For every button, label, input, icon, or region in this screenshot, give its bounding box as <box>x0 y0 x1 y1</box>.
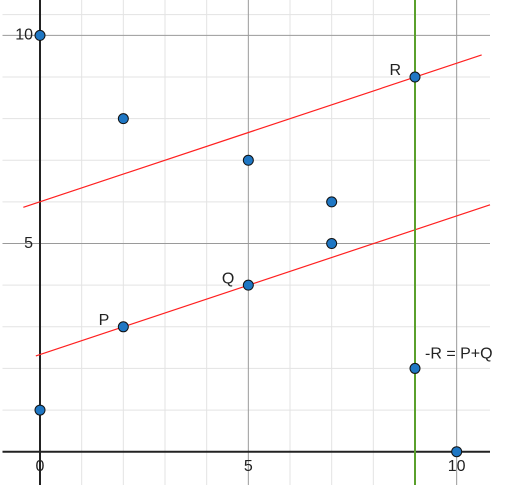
point <box>326 196 338 208</box>
point <box>326 238 338 250</box>
point <box>117 113 129 125</box>
line <box>23 54 482 208</box>
point <box>409 71 421 83</box>
x-tick-label: 10 <box>448 458 466 475</box>
point <box>34 404 46 416</box>
line <box>35 204 491 357</box>
point <box>409 362 421 374</box>
point <box>451 446 463 458</box>
point <box>34 29 46 41</box>
point <box>242 154 254 166</box>
y-tick-label: 10 <box>15 27 33 44</box>
y-tick-label: 5 <box>24 235 33 252</box>
point-label: P <box>99 312 110 329</box>
point-label: Q <box>222 270 234 287</box>
point <box>117 321 129 333</box>
point <box>242 279 254 291</box>
x-tick-label: 5 <box>244 458 253 475</box>
point-label: R <box>389 62 401 79</box>
point-label: -R = P+Q <box>425 346 493 363</box>
